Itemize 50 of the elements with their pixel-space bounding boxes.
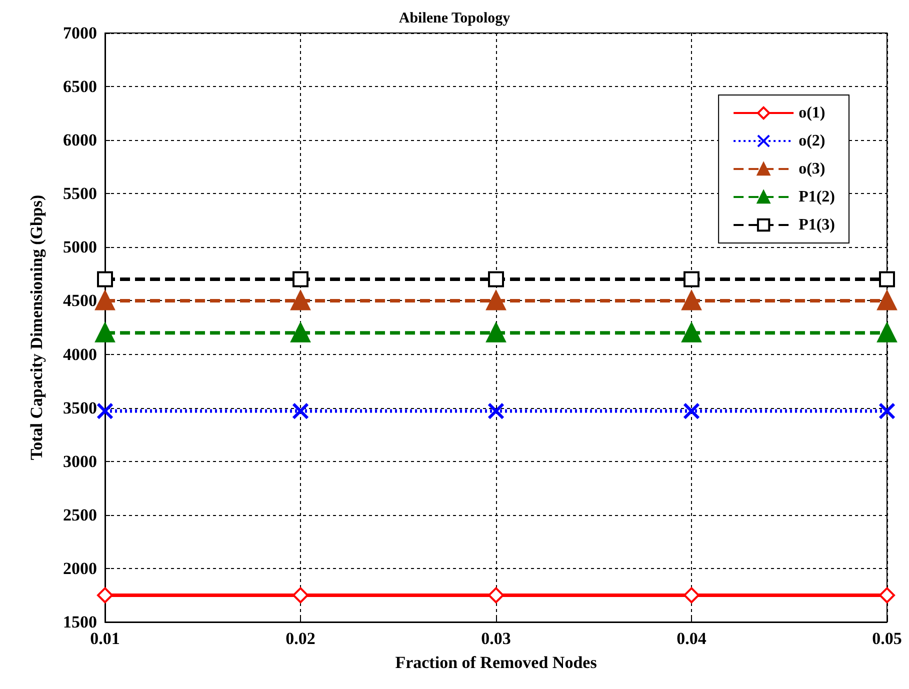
- point: [96, 323, 114, 342]
- point: [878, 291, 896, 310]
- legend-label: o(1): [798, 104, 826, 122]
- point: [292, 402, 309, 420]
- x-tick-label: 0.03: [481, 629, 511, 648]
- point: [684, 587, 700, 604]
- legend-label: P1(2): [798, 188, 836, 206]
- y-tick-label: 5500: [63, 184, 97, 204]
- x-tick-label: 0.05: [872, 629, 902, 648]
- point: [292, 271, 308, 288]
- point: [291, 323, 310, 342]
- y-tick-label: 3000: [63, 452, 97, 471]
- point: [96, 402, 114, 420]
- point: [878, 323, 896, 342]
- point: [97, 587, 113, 604]
- point: [682, 291, 701, 310]
- y-axis-title: Total Capacity Dimensioning (Gbps): [27, 194, 46, 460]
- point: [682, 323, 701, 342]
- x-axis-title: Fraction of Removed Nodes: [395, 653, 598, 672]
- point: [879, 587, 895, 604]
- y-tick-label: 6500: [63, 77, 97, 96]
- legend-label: o(3): [798, 160, 826, 178]
- point: [486, 323, 506, 342]
- y-tick-label: 5000: [63, 238, 97, 257]
- point: [878, 402, 896, 420]
- y-tick-label: 2500: [63, 505, 97, 524]
- y-tick-label: 2000: [63, 558, 97, 578]
- legend-label: P1(3): [798, 216, 836, 234]
- point: [291, 291, 310, 310]
- chart-title: Abilene Topology: [398, 10, 511, 26]
- point: [292, 587, 308, 604]
- legend-label: o(2): [798, 132, 826, 150]
- y-tick-label: 4500: [63, 291, 97, 310]
- y-tick-label: 7000: [63, 24, 97, 42]
- y-tick-label: 3500: [63, 398, 97, 418]
- point: [488, 587, 504, 604]
- point: [97, 271, 113, 288]
- point: [879, 271, 895, 288]
- x-tick-label: 0.01: [90, 629, 120, 648]
- point: [488, 271, 504, 288]
- y-tick-label: 1500: [63, 612, 97, 632]
- point: [96, 291, 114, 310]
- y-tick-label: 4000: [63, 344, 97, 364]
- y-tick-label: 6000: [63, 130, 97, 150]
- point: [684, 271, 700, 288]
- x-tick-label: 0.02: [286, 629, 316, 648]
- point: [486, 291, 506, 310]
- x-tick-label: 0.04: [676, 629, 707, 648]
- point: [683, 402, 700, 420]
- point: [488, 402, 504, 420]
